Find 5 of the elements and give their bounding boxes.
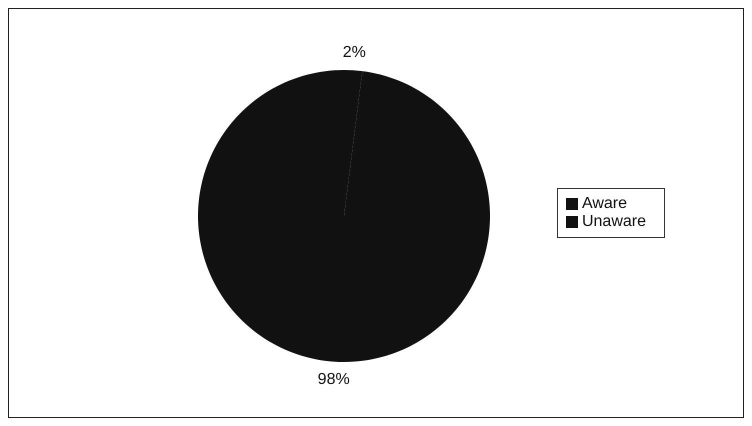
legend-label: Aware [582, 195, 628, 212]
pie-slice [198, 70, 490, 362]
legend-label: Unaware [582, 213, 646, 230]
data-label: 98% [318, 371, 350, 388]
data-label: 2% [342, 44, 366, 61]
